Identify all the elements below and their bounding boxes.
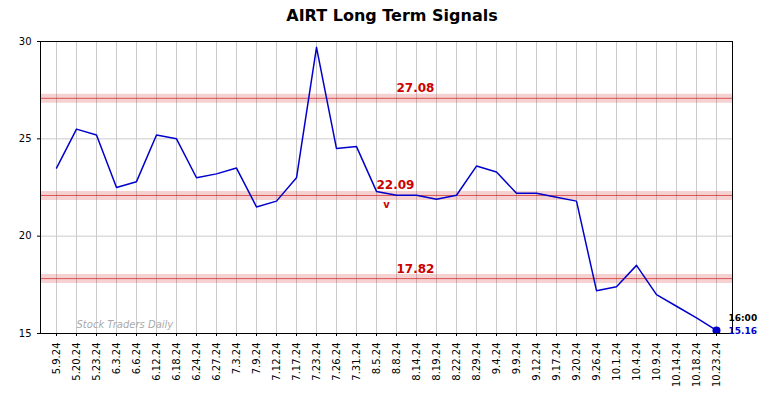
svg-text:9.26.24: 9.26.24: [591, 343, 602, 381]
svg-text:10.4.24: 10.4.24: [631, 343, 642, 381]
svg-text:9.17.24: 9.17.24: [551, 343, 562, 381]
svg-text:7.31.24: 7.31.24: [351, 343, 362, 381]
svg-text:6.24.24: 6.24.24: [191, 343, 202, 381]
svg-text:30: 30: [19, 36, 32, 47]
svg-text:7.17.24: 7.17.24: [291, 343, 302, 381]
svg-text:15.16: 15.16: [729, 326, 757, 336]
svg-text:7.3.24: 7.3.24: [231, 343, 242, 375]
svg-text:7.23.24: 7.23.24: [311, 343, 322, 381]
svg-text:27.08: 27.08: [397, 81, 435, 95]
svg-text:7.9.24: 7.9.24: [251, 343, 262, 375]
svg-text:8.5.24: 8.5.24: [371, 343, 382, 375]
svg-text:6.27.24: 6.27.24: [211, 343, 222, 381]
svg-text:5.23.24: 5.23.24: [91, 343, 102, 381]
svg-text:8.29.24: 8.29.24: [471, 343, 482, 381]
svg-text:7.12.24: 7.12.24: [271, 343, 282, 381]
svg-text:v: v: [383, 199, 390, 210]
svg-text:10.9.24: 10.9.24: [651, 343, 662, 381]
svg-text:8.8.24: 8.8.24: [391, 343, 402, 375]
svg-text:10.1.24: 10.1.24: [611, 343, 622, 381]
svg-text:9.12.24: 9.12.24: [531, 343, 542, 381]
svg-text:7.26.24: 7.26.24: [331, 343, 342, 381]
svg-text:6.18.24: 6.18.24: [171, 343, 182, 381]
svg-text:10.23.24: 10.23.24: [711, 343, 722, 388]
svg-text:6.6.24: 6.6.24: [131, 343, 142, 375]
svg-text:22.09: 22.09: [377, 178, 415, 192]
svg-text:10.18.24: 10.18.24: [691, 343, 702, 388]
svg-text:Stock Traders Daily: Stock Traders Daily: [77, 319, 175, 330]
svg-text:10.14.24: 10.14.24: [671, 343, 682, 388]
svg-text:9.4.24: 9.4.24: [491, 343, 502, 375]
svg-text:5.9.24: 5.9.24: [51, 343, 62, 375]
svg-text:8.19.24: 8.19.24: [431, 343, 442, 381]
svg-text:16:00: 16:00: [729, 313, 758, 323]
svg-text:6.12.24: 6.12.24: [151, 343, 162, 381]
svg-text:15: 15: [19, 328, 32, 339]
svg-text:25: 25: [19, 133, 32, 144]
svg-text:9.20.24: 9.20.24: [571, 343, 582, 381]
svg-text:8.14.24: 8.14.24: [411, 343, 422, 381]
svg-text:9.9.24: 9.9.24: [511, 343, 522, 375]
svg-text:20: 20: [19, 230, 32, 241]
svg-text:8.22.24: 8.22.24: [451, 343, 462, 381]
svg-text:5.20.24: 5.20.24: [71, 343, 82, 381]
svg-text:17.82: 17.82: [397, 262, 435, 276]
html-text:AIRT Long Term Signals: AIRT Long Term Signals: [286, 6, 498, 25]
svg-text:6.3.24: 6.3.24: [111, 343, 122, 375]
